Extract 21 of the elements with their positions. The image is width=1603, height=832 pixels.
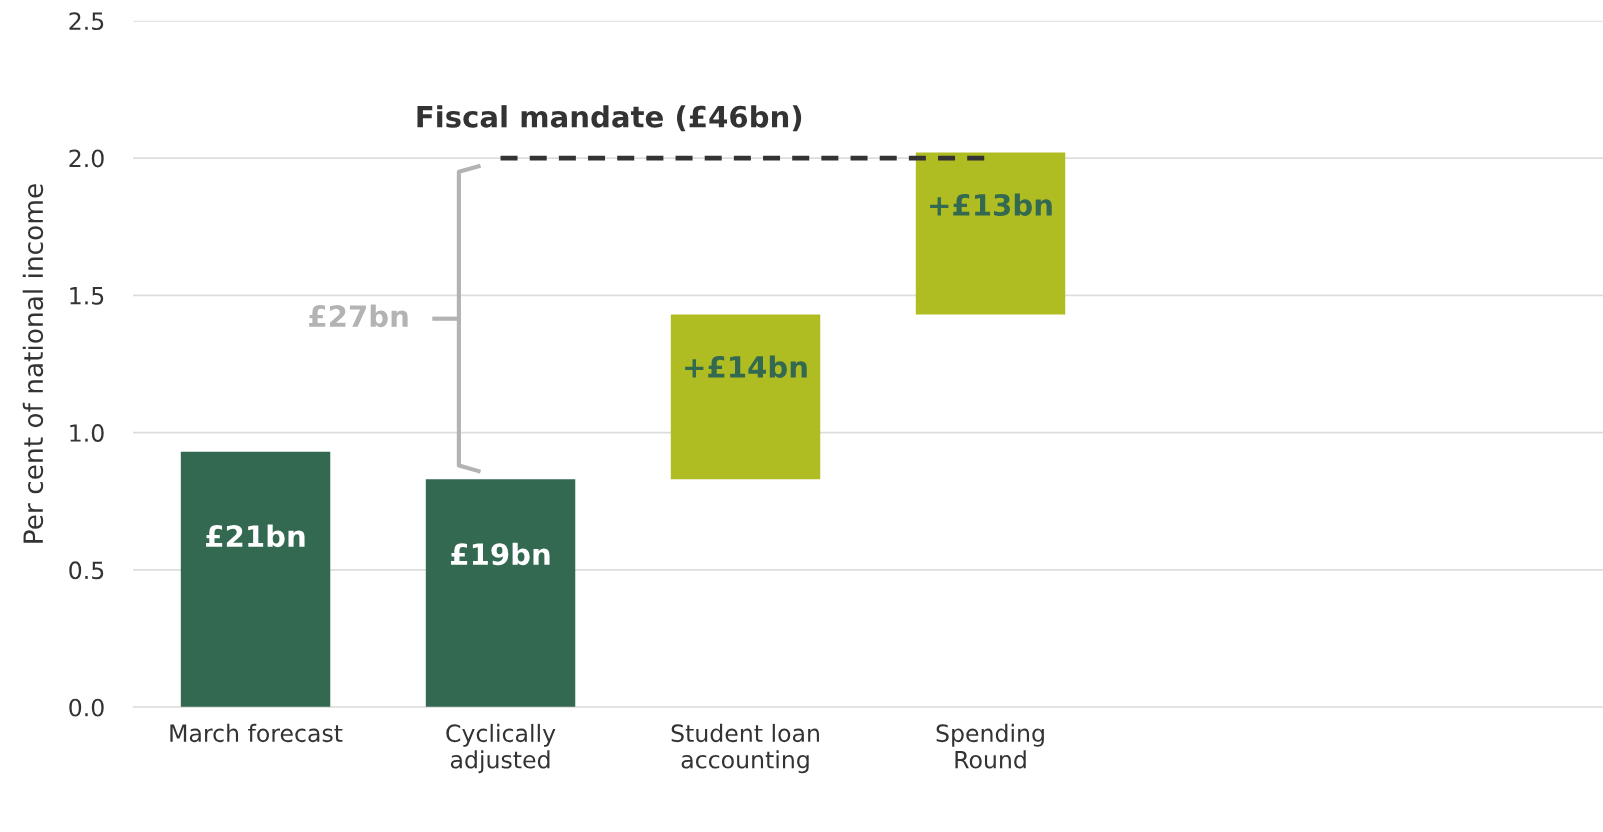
ref-line-label: Fiscal mandate (£46bn) — [417, 105, 802, 132]
y-tick-label: 1.0 — [70, 424, 104, 442]
y-tick-label: 0.0 — [69, 698, 104, 717]
annotation: £27bn — [309, 304, 408, 328]
x-tick-label: Student loan accounting — [671, 723, 819, 774]
bar — [670, 314, 821, 480]
x-tick-label: March forecast — [170, 723, 343, 743]
y-tick-label: 2.5 — [69, 12, 104, 31]
y-tick-label: 0.5 — [69, 561, 104, 580]
x-tick-label: Spending Round — [936, 723, 1044, 769]
y-axis-title: Per cent of national income — [22, 184, 44, 543]
bar — [180, 451, 331, 708]
y-tick-label: 2.0 — [69, 149, 104, 168]
annotation: £21bn — [206, 524, 305, 548]
bar — [425, 479, 576, 708]
annotation: £19bn — [451, 542, 550, 566]
bar — [915, 152, 1066, 315]
annotation: +£14bn — [685, 355, 807, 378]
y-tick-label: 1.5 — [70, 287, 104, 305]
annotation: +£13bn — [930, 193, 1052, 216]
x-tick-label: Cyclically adjusted — [446, 723, 556, 774]
